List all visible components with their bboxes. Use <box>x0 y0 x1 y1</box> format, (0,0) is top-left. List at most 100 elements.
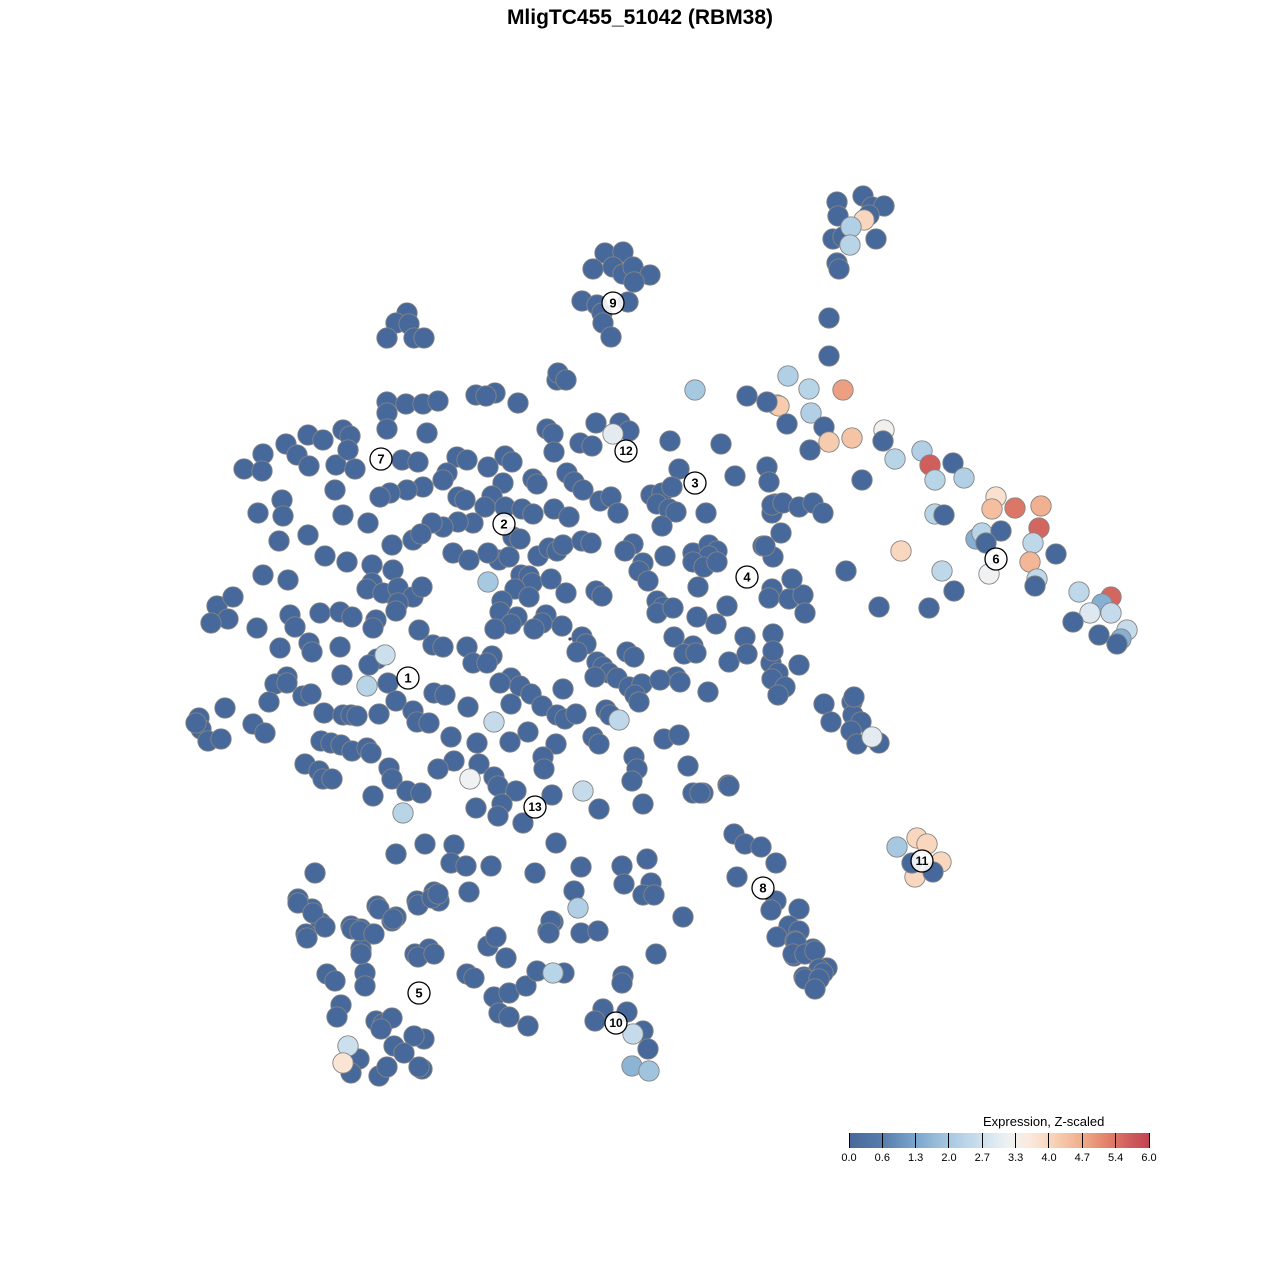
data-point <box>500 693 522 715</box>
data-point <box>385 600 407 622</box>
data-point <box>393 1042 415 1064</box>
data-point <box>501 451 523 473</box>
data-point <box>584 1010 606 1032</box>
data-point <box>611 972 633 994</box>
cluster-label: 8 <box>751 876 775 900</box>
data-point <box>522 503 544 525</box>
data-point <box>756 391 778 413</box>
data-point <box>459 768 481 790</box>
data-point <box>540 568 562 590</box>
data-point <box>813 693 835 715</box>
data-point <box>565 703 587 725</box>
svg-text:11: 11 <box>916 854 929 868</box>
data-point <box>800 402 822 424</box>
data-point <box>649 669 671 691</box>
legend-tick-label: 1.3 <box>908 1152 924 1164</box>
data-point <box>654 545 676 567</box>
data-point <box>466 732 488 754</box>
data-point <box>638 1060 660 1082</box>
data-point <box>584 666 606 688</box>
data-point <box>770 522 792 544</box>
data-point <box>804 940 826 962</box>
data-point <box>440 726 462 748</box>
data-point <box>804 978 826 1000</box>
data-point <box>828 258 850 280</box>
svg-text:5: 5 <box>415 986 422 1001</box>
cluster-label: 3 <box>683 471 707 495</box>
data-point <box>284 616 306 638</box>
data-point <box>517 1015 539 1037</box>
data-point <box>611 855 633 877</box>
legend-tick-label: 5.4 <box>1108 1152 1124 1164</box>
legend-colorbar <box>848 1133 1150 1148</box>
data-point <box>377 672 399 694</box>
data-point <box>868 596 890 618</box>
data-point <box>432 469 454 491</box>
data-point <box>718 651 740 673</box>
data-point <box>455 855 477 877</box>
legend-tick <box>848 1133 850 1148</box>
data-point <box>765 852 787 874</box>
svg-text:1: 1 <box>404 671 411 686</box>
data-point <box>1068 581 1090 603</box>
data-point <box>843 686 865 708</box>
data-point <box>872 430 894 452</box>
data-point <box>484 618 506 640</box>
data-point <box>518 586 540 608</box>
data-point <box>710 433 732 455</box>
data-point <box>818 307 840 329</box>
legend-title: Expression, Z-scaled <box>983 1114 1105 1129</box>
data-point <box>794 602 816 624</box>
data-point <box>637 1038 659 1060</box>
data-point <box>410 523 432 545</box>
data-point <box>517 721 539 743</box>
data-point <box>277 569 299 591</box>
data-point <box>572 780 594 802</box>
data-point <box>358 654 380 676</box>
data-point <box>1079 602 1101 624</box>
legend-tick <box>1015 1133 1017 1148</box>
data-point <box>392 802 414 824</box>
data-point <box>385 843 407 865</box>
data-point <box>296 927 318 949</box>
data-point <box>818 345 840 367</box>
data-point <box>233 458 255 480</box>
data-point <box>781 568 803 590</box>
data-point <box>661 476 683 498</box>
svg-text:2: 2 <box>500 517 507 532</box>
data-point <box>643 884 665 906</box>
data-point <box>454 489 476 511</box>
data-point <box>760 899 782 921</box>
data-point <box>933 504 955 526</box>
data-point <box>332 1052 354 1074</box>
data-point <box>276 672 298 694</box>
data-point <box>382 908 404 930</box>
data-point <box>495 947 517 969</box>
data-point <box>558 506 580 528</box>
data-point <box>298 455 320 477</box>
data-point <box>726 866 748 888</box>
data-point <box>612 241 634 263</box>
data-point <box>545 733 567 755</box>
cluster-label: 9 <box>601 291 625 315</box>
data-point <box>918 597 940 619</box>
data-point <box>665 501 687 523</box>
cluster-label: 11 <box>910 849 934 873</box>
cluster-label: 13 <box>523 795 547 819</box>
data-point <box>861 726 883 748</box>
data-point <box>552 678 574 700</box>
data-point <box>766 926 788 948</box>
data-point <box>588 798 610 820</box>
data-point <box>632 793 654 815</box>
data-point <box>551 615 573 637</box>
data-point <box>788 898 810 920</box>
data-point <box>776 413 798 435</box>
legend-tick-labels: 0.0 0.6 1.3 2.0 2.7 3.3 4.0 4.7 5.4 6.0 <box>841 1152 1156 1166</box>
data-point <box>1004 497 1026 519</box>
data-point <box>414 833 436 855</box>
svg-text:6: 6 <box>992 552 999 567</box>
data-point <box>555 369 577 391</box>
data-point <box>614 540 636 562</box>
